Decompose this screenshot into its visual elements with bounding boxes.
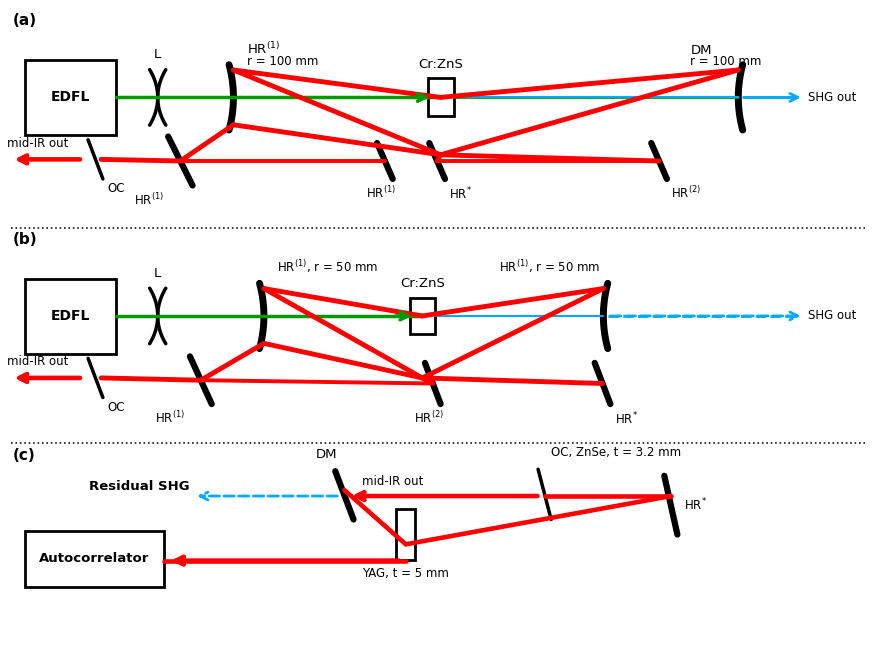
Bar [25, 531, 164, 587]
Text: Residual SHG: Residual SHG [89, 480, 190, 493]
Text: L: L [154, 266, 161, 280]
Text: r = 100 mm: r = 100 mm [690, 55, 762, 68]
Text: HR$^{(1)}$: HR$^{(1)}$ [134, 192, 164, 208]
Bar [25, 59, 116, 135]
Text: mid-IR out: mid-IR out [7, 137, 68, 149]
Text: HR$^{(1)}$: HR$^{(1)}$ [366, 186, 397, 201]
Text: HR$^{(2)}$: HR$^{(2)}$ [414, 411, 444, 426]
Text: mid-IR out: mid-IR out [7, 355, 68, 368]
Text: L: L [154, 48, 161, 61]
Text: YAG, t = 5 mm: YAG, t = 5 mm [363, 567, 449, 580]
Text: (a): (a) [13, 13, 38, 28]
Text: OC, ZnSe, t = 3.2 mm: OC, ZnSe, t = 3.2 mm [551, 447, 682, 459]
Text: DM: DM [316, 449, 337, 461]
Text: HR$^{(1)}$, r = 50 mm: HR$^{(1)}$, r = 50 mm [277, 259, 378, 276]
Text: EDFL: EDFL [51, 90, 90, 104]
Bar [427, 78, 454, 116]
Text: Cr:ZnS: Cr:ZnS [400, 277, 445, 290]
Text: HR$^{(1)}$: HR$^{(1)}$ [155, 411, 186, 426]
Text: Autocorrelator: Autocorrelator [39, 553, 150, 565]
Text: SHG out: SHG out [808, 309, 857, 322]
Bar [25, 279, 116, 354]
Text: r = 100 mm: r = 100 mm [246, 55, 318, 68]
Text: mid-IR out: mid-IR out [362, 475, 423, 488]
Text: HR$^{*}$: HR$^{*}$ [615, 411, 638, 427]
Text: HR$^{(2)}$: HR$^{(2)}$ [671, 186, 702, 201]
Bar [396, 509, 415, 561]
Text: DM: DM [690, 44, 712, 57]
Bar [410, 297, 434, 334]
Text: HR$^{(1)}$, r = 50 mm: HR$^{(1)}$, r = 50 mm [499, 259, 600, 276]
Text: HR$^{(1)}$: HR$^{(1)}$ [246, 41, 280, 57]
Text: OC: OC [107, 182, 124, 195]
Text: OC: OC [107, 401, 124, 414]
Text: (b): (b) [13, 232, 38, 247]
Text: (c): (c) [13, 447, 36, 463]
Text: HR$^{*}$: HR$^{*}$ [684, 497, 708, 513]
Text: SHG out: SHG out [808, 91, 857, 104]
Text: HR$^{*}$: HR$^{*}$ [449, 186, 472, 202]
Text: EDFL: EDFL [51, 309, 90, 323]
Text: Cr:ZnS: Cr:ZnS [418, 58, 463, 70]
